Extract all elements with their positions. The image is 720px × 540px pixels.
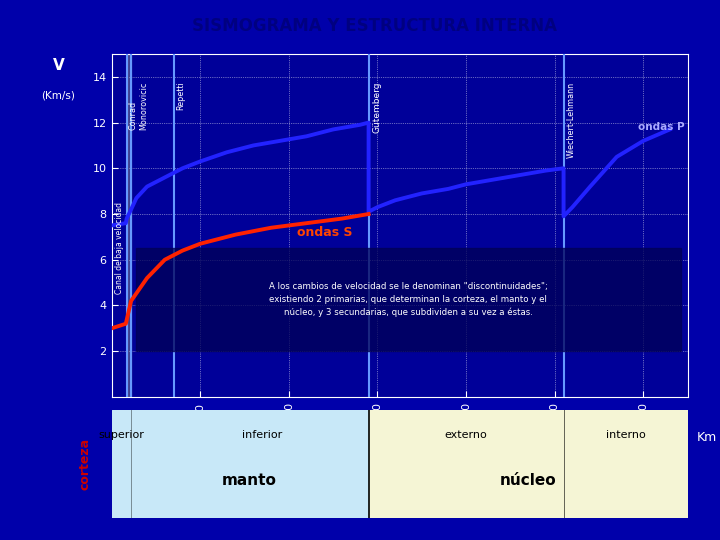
Text: SISMOGRAMA Y ESTRUCTURA INTERNA: SISMOGRAMA Y ESTRUCTURA INTERNA — [192, 17, 557, 36]
Text: corteza: corteza — [78, 438, 91, 490]
Text: inferior: inferior — [242, 430, 282, 440]
Text: ondas P: ondas P — [638, 122, 684, 132]
Text: interno: interno — [606, 430, 645, 440]
Text: Wiechert-Lehmann: Wiechert-Lehmann — [567, 82, 576, 158]
Bar — [112, 410, 369, 518]
Text: (Km/s): (Km/s) — [42, 90, 76, 100]
Text: Canal de baja velocidad: Canal de baja velocidad — [115, 202, 124, 294]
Text: Gütemberg: Gütemberg — [372, 82, 381, 133]
Text: A los cambios de velocidad se le denominan "discontinuidades";
existiendo 2 prim: A los cambios de velocidad se le denomin… — [269, 282, 547, 317]
Bar — [127, 54, 131, 397]
Text: Conrad
Monorovicic: Conrad Monorovicic — [128, 82, 148, 130]
Text: ondas S: ondas S — [297, 226, 352, 239]
Bar — [369, 410, 688, 518]
Text: superior: superior — [99, 430, 144, 440]
Text: manto: manto — [222, 473, 276, 488]
Text: externo: externo — [445, 430, 487, 440]
Text: Repetti: Repetti — [176, 82, 185, 110]
Text: Km: Km — [696, 431, 716, 444]
Text: núcleo: núcleo — [500, 473, 557, 488]
Bar — [135, 248, 680, 351]
Text: V: V — [53, 58, 64, 73]
